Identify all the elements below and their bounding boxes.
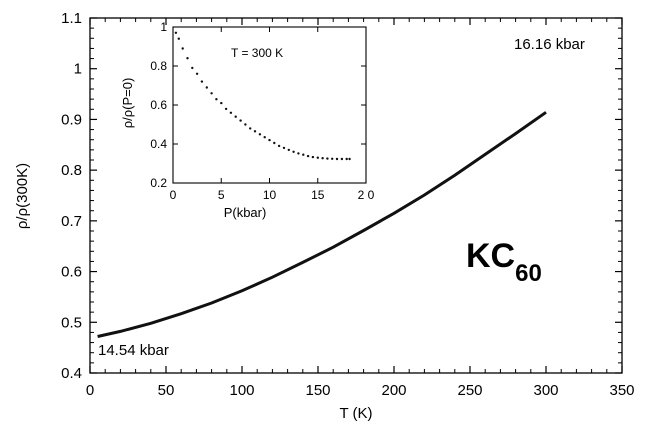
- inset-plot-frame: [172, 26, 367, 184]
- main-plot-frame: [89, 17, 623, 374]
- inset-x-axis-label: P(kbar): [224, 205, 267, 220]
- inset-data-point: [186, 57, 189, 60]
- inset-data-point: [239, 119, 242, 122]
- inset-x-tick-label: 0: [170, 188, 177, 202]
- inset-data-point: [191, 66, 194, 70]
- main-y-tick-label: 0.8: [61, 162, 82, 179]
- inset-data-point: [177, 37, 180, 40]
- inset-data-point: [224, 107, 228, 111]
- inset-annotation: T = 300 K: [231, 46, 283, 60]
- main-y-tick-label: 0.7: [61, 213, 82, 230]
- inset-data-point: [311, 155, 315, 159]
- inset-data-point: [321, 157, 324, 160]
- inset-x-tick-label: 10: [263, 188, 277, 202]
- main-x-tick-label: 50: [158, 382, 175, 399]
- inset-data-point: [220, 101, 223, 105]
- main-y-tick-label: 1: [74, 61, 82, 78]
- inset-y-tick-label: 0.6: [150, 98, 167, 112]
- inset-data-point: [210, 92, 213, 95]
- annotation-14-54-kbar: 14.54 kbar: [98, 342, 169, 359]
- inset-y-tick-label: 0.4: [150, 137, 167, 151]
- inset-data-point: [263, 136, 266, 139]
- material-label-subscript: 60: [515, 260, 542, 287]
- main-axis-ticks: [89, 17, 623, 374]
- main-x-tick-label: 250: [457, 382, 482, 399]
- main-y-tick-label: 0.5: [61, 314, 82, 331]
- inset-y-tick-label: 1: [160, 20, 167, 34]
- inset-data-point: [287, 148, 290, 152]
- inset-data-point: [273, 141, 276, 145]
- inset-data-point: [249, 127, 252, 130]
- inset-data-point: [340, 157, 344, 161]
- annotation-16-16-kbar: 16.16 kbar: [514, 36, 585, 53]
- inset-data-point: [316, 156, 319, 159]
- inset-x-tick-label: 5: [218, 188, 225, 202]
- inset-data-point: [297, 152, 300, 155]
- material-label-main: KC: [466, 237, 515, 275]
- main-x-tick-label: 0: [86, 382, 94, 399]
- inset-data-point: [200, 80, 204, 83]
- inset-y-tick-label: 0.2: [150, 176, 167, 190]
- inset-data-point: [258, 133, 262, 136]
- material-label: KC60: [466, 237, 542, 287]
- main-axis-tick-labels: 0 50 100 150 200 250 300 3500.40.50.60.70.80.91…: [61, 10, 634, 399]
- inset-series-points: [174, 31, 351, 161]
- inset-data-point: [345, 157, 348, 161]
- inset-x-tick-label: 2 0: [358, 188, 375, 202]
- inset-data-point: [292, 150, 295, 153]
- inset-data-point: [326, 157, 329, 160]
- inset-data-point: [253, 130, 257, 133]
- main-y-axis-label: ρ/ρ(300K): [14, 163, 31, 229]
- main-y-tick-label: 0.9: [61, 111, 82, 128]
- main-x-axis-label: T (K): [339, 405, 372, 422]
- main-x-tick-label: 300: [533, 382, 558, 399]
- inset-axis-tick-labels: 0 5 10 15 2 00.20.40.60.81: [150, 20, 374, 202]
- main-y-tick-label: 0.4: [61, 365, 82, 382]
- inset-x-tick-label: 15: [311, 188, 325, 202]
- inset-y-axis-label: ρ/ρ(P=0): [120, 78, 135, 129]
- inset-data-point: [215, 98, 218, 101]
- inset-data-point: [268, 138, 271, 142]
- inset-y-tick-label: 0.8: [150, 59, 167, 73]
- inset-data-point: [195, 72, 199, 76]
- inset-data-point: [302, 153, 305, 156]
- main-x-tick-label: 350: [609, 382, 634, 399]
- inset-data-point: [234, 115, 237, 118]
- inset-data-point: [181, 47, 184, 50]
- inset-data-point: [174, 31, 178, 34]
- inset-data-point: [244, 123, 247, 126]
- inset-axis-ticks: [172, 26, 367, 184]
- inset-data-point: [331, 157, 334, 160]
- main-x-tick-label: 150: [305, 382, 330, 399]
- inset-data-point: [277, 144, 281, 148]
- main-x-tick-label: 200: [381, 382, 406, 399]
- main-x-tick-label: 100: [229, 382, 254, 399]
- inset-data-point: [282, 146, 286, 150]
- inset-data-point: [335, 157, 339, 161]
- main-y-tick-label: 0.6: [61, 264, 82, 281]
- inset-data-point: [348, 157, 351, 161]
- main-series-line: [97, 111, 547, 338]
- main-y-tick-label: 1.1: [61, 10, 82, 27]
- inset-data-point: [229, 111, 233, 115]
- inset-data-point: [205, 86, 208, 89]
- inset-data-point: [306, 154, 310, 158]
